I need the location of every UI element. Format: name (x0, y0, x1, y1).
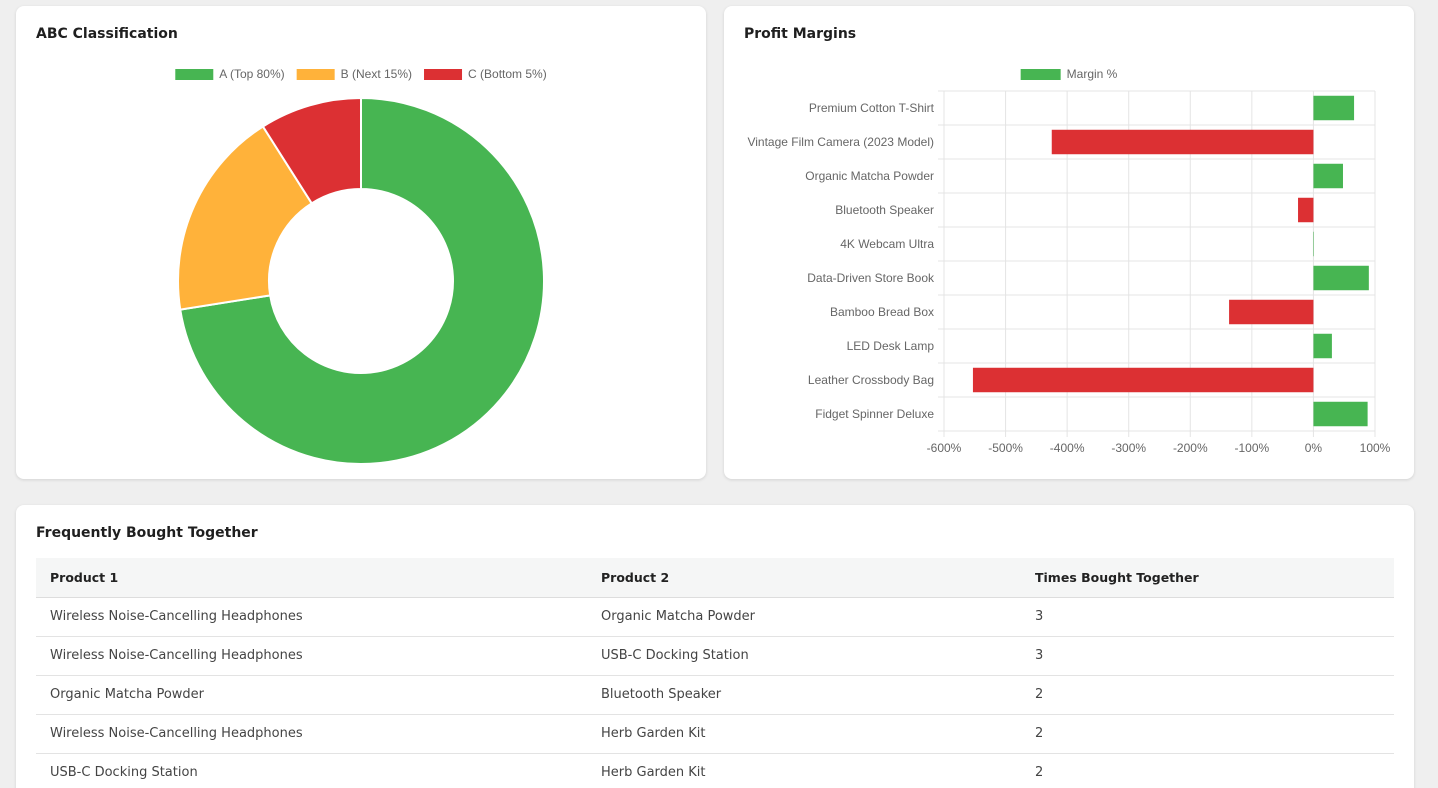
cell-product-2: Organic Matcha Powder (587, 597, 1021, 637)
slice-b-next-15 (177, 125, 314, 311)
table-row: Organic Matcha Powder Bluetooth Speaker … (36, 675, 1394, 715)
y-tick-label: Leather Crossbody Bag (808, 373, 934, 387)
x-tick-label: -200% (1173, 441, 1208, 455)
legend-item-b-next-15: B (Next 15%) (296, 67, 412, 81)
table-row: Wireless Noise-Cancelling Headphones Her… (36, 714, 1394, 754)
column-header-product-1[interactable]: Product 1 (36, 558, 587, 598)
slice-a-top-80 (179, 96, 545, 465)
cell-product-2: Herb Garden Kit (587, 714, 1021, 754)
bar-leather-crossbody-bag (972, 367, 1314, 393)
x-tick-label: 0% (1305, 441, 1323, 455)
x-tick-label: -600% (927, 441, 962, 455)
cell-times-bought: 3 (1021, 636, 1394, 676)
x-tick-label: -300% (1111, 441, 1146, 455)
column-header-times-bought[interactable]: Times Bought Together (1021, 558, 1394, 598)
cell-product-1: Wireless Noise-Cancelling Headphones (36, 714, 587, 754)
cell-times-bought: 2 (1021, 675, 1394, 715)
y-tick-label: Data-Driven Store Book (807, 271, 935, 285)
profit-legend: Margin % (1020, 67, 1118, 81)
x-tick-label: -500% (988, 441, 1023, 455)
column-header-product-2[interactable]: Product 2 (587, 558, 1021, 598)
table-row: USB-C Docking Station Herb Garden Kit 2 (36, 753, 1394, 788)
bar-organic-matcha-powder (1313, 163, 1343, 189)
bar-4k-webcam-ultra (1313, 231, 1314, 257)
profit-margins-card: Profit Margins Margin % -600% -500% -400% -3… (724, 6, 1414, 479)
cell-product-1: Wireless Noise-Cancelling Headphones (36, 597, 587, 637)
y-tick-label: Bamboo Bread Box (830, 305, 934, 319)
y-tick-label: Vintage Film Camera (2023 Model) (747, 135, 934, 149)
y-tick-label: 4K Webcam Ultra (840, 237, 934, 251)
legend-label: B (Next 15%) (341, 67, 412, 81)
abc-card-title: ABC Classification (36, 26, 178, 42)
table-row: Wireless Noise-Cancelling Headphones Org… (36, 597, 1394, 637)
legend-item-c-bottom-5: C (Bottom 5%) (424, 67, 547, 81)
x-tick-label: -400% (1050, 441, 1085, 455)
frequently-bought-together-card: Frequently Bought Together Product 1 Pro… (16, 505, 1414, 788)
cell-product-2: Herb Garden Kit (587, 753, 1021, 788)
x-tick-label: -100% (1235, 441, 1270, 455)
legend-swatch (424, 69, 463, 80)
profit-card-title: Profit Margins (744, 26, 857, 42)
abc-classification-card: ABC Classification A (Top 80%) B (Next 15… (16, 6, 706, 479)
slice-c-bottom-5 (261, 96, 362, 205)
x-tick-label: 100% (1360, 441, 1391, 455)
fbt-card-title: Frequently Bought Together (36, 525, 258, 541)
cell-times-bought: 2 (1021, 714, 1394, 754)
cell-product-2: Bluetooth Speaker (587, 675, 1021, 715)
cell-product-2: USB-C Docking Station (587, 636, 1021, 676)
legend-item-a-top-80: A (Top 80%) (175, 67, 285, 81)
y-tick-label: Organic Matcha Powder (805, 169, 934, 183)
legend-swatch (1020, 69, 1061, 80)
abc-doughnut-chart: A (Top 80%) B (Next 15%) C (Bottom 5%) (175, 67, 547, 465)
legend-label: C (Bottom 5%) (468, 67, 547, 81)
bar-led-desk-lamp (1313, 333, 1332, 359)
profit-margins-bar-chart: Margin % -600% -500% -400% -300% -200% -100% 0%… (747, 67, 1391, 455)
legend-swatch (296, 69, 335, 80)
cell-product-1: Organic Matcha Powder (36, 675, 587, 715)
bar-bluetooth-speaker (1298, 197, 1314, 223)
y-tick-label: Fidget Spinner Deluxe (815, 407, 934, 421)
cell-product-1: USB-C Docking Station (36, 753, 587, 788)
bar-vintage-film-camera-2023-model (1051, 129, 1314, 155)
legend-label: Margin % (1067, 67, 1118, 81)
bar-data-driven-store-book (1313, 265, 1369, 291)
cell-times-bought: 2 (1021, 753, 1394, 788)
fbt-table: Product 1 Product 2 Times Bought Togethe… (36, 558, 1394, 788)
abc-legend: A (Top 80%) B (Next 15%) C (Bottom 5%) (175, 67, 547, 81)
cell-times-bought: 3 (1021, 597, 1394, 637)
y-tick-label: Premium Cotton T-Shirt (809, 101, 935, 115)
bar-bamboo-bread-box (1229, 299, 1314, 325)
bar-fidget-spinner-deluxe (1313, 401, 1368, 427)
legend-swatch (175, 69, 214, 80)
y-tick-label: LED Desk Lamp (847, 339, 935, 353)
y-tick-label: Bluetooth Speaker (835, 203, 934, 217)
cell-product-1: Wireless Noise-Cancelling Headphones (36, 636, 587, 676)
legend-label: A (Top 80%) (219, 67, 284, 81)
bar-premium-cotton-t-shirt (1313, 95, 1355, 121)
table-header-row: Product 1 Product 2 Times Bought Togethe… (36, 558, 1394, 598)
table-row: Wireless Noise-Cancelling Headphones USB… (36, 636, 1394, 676)
